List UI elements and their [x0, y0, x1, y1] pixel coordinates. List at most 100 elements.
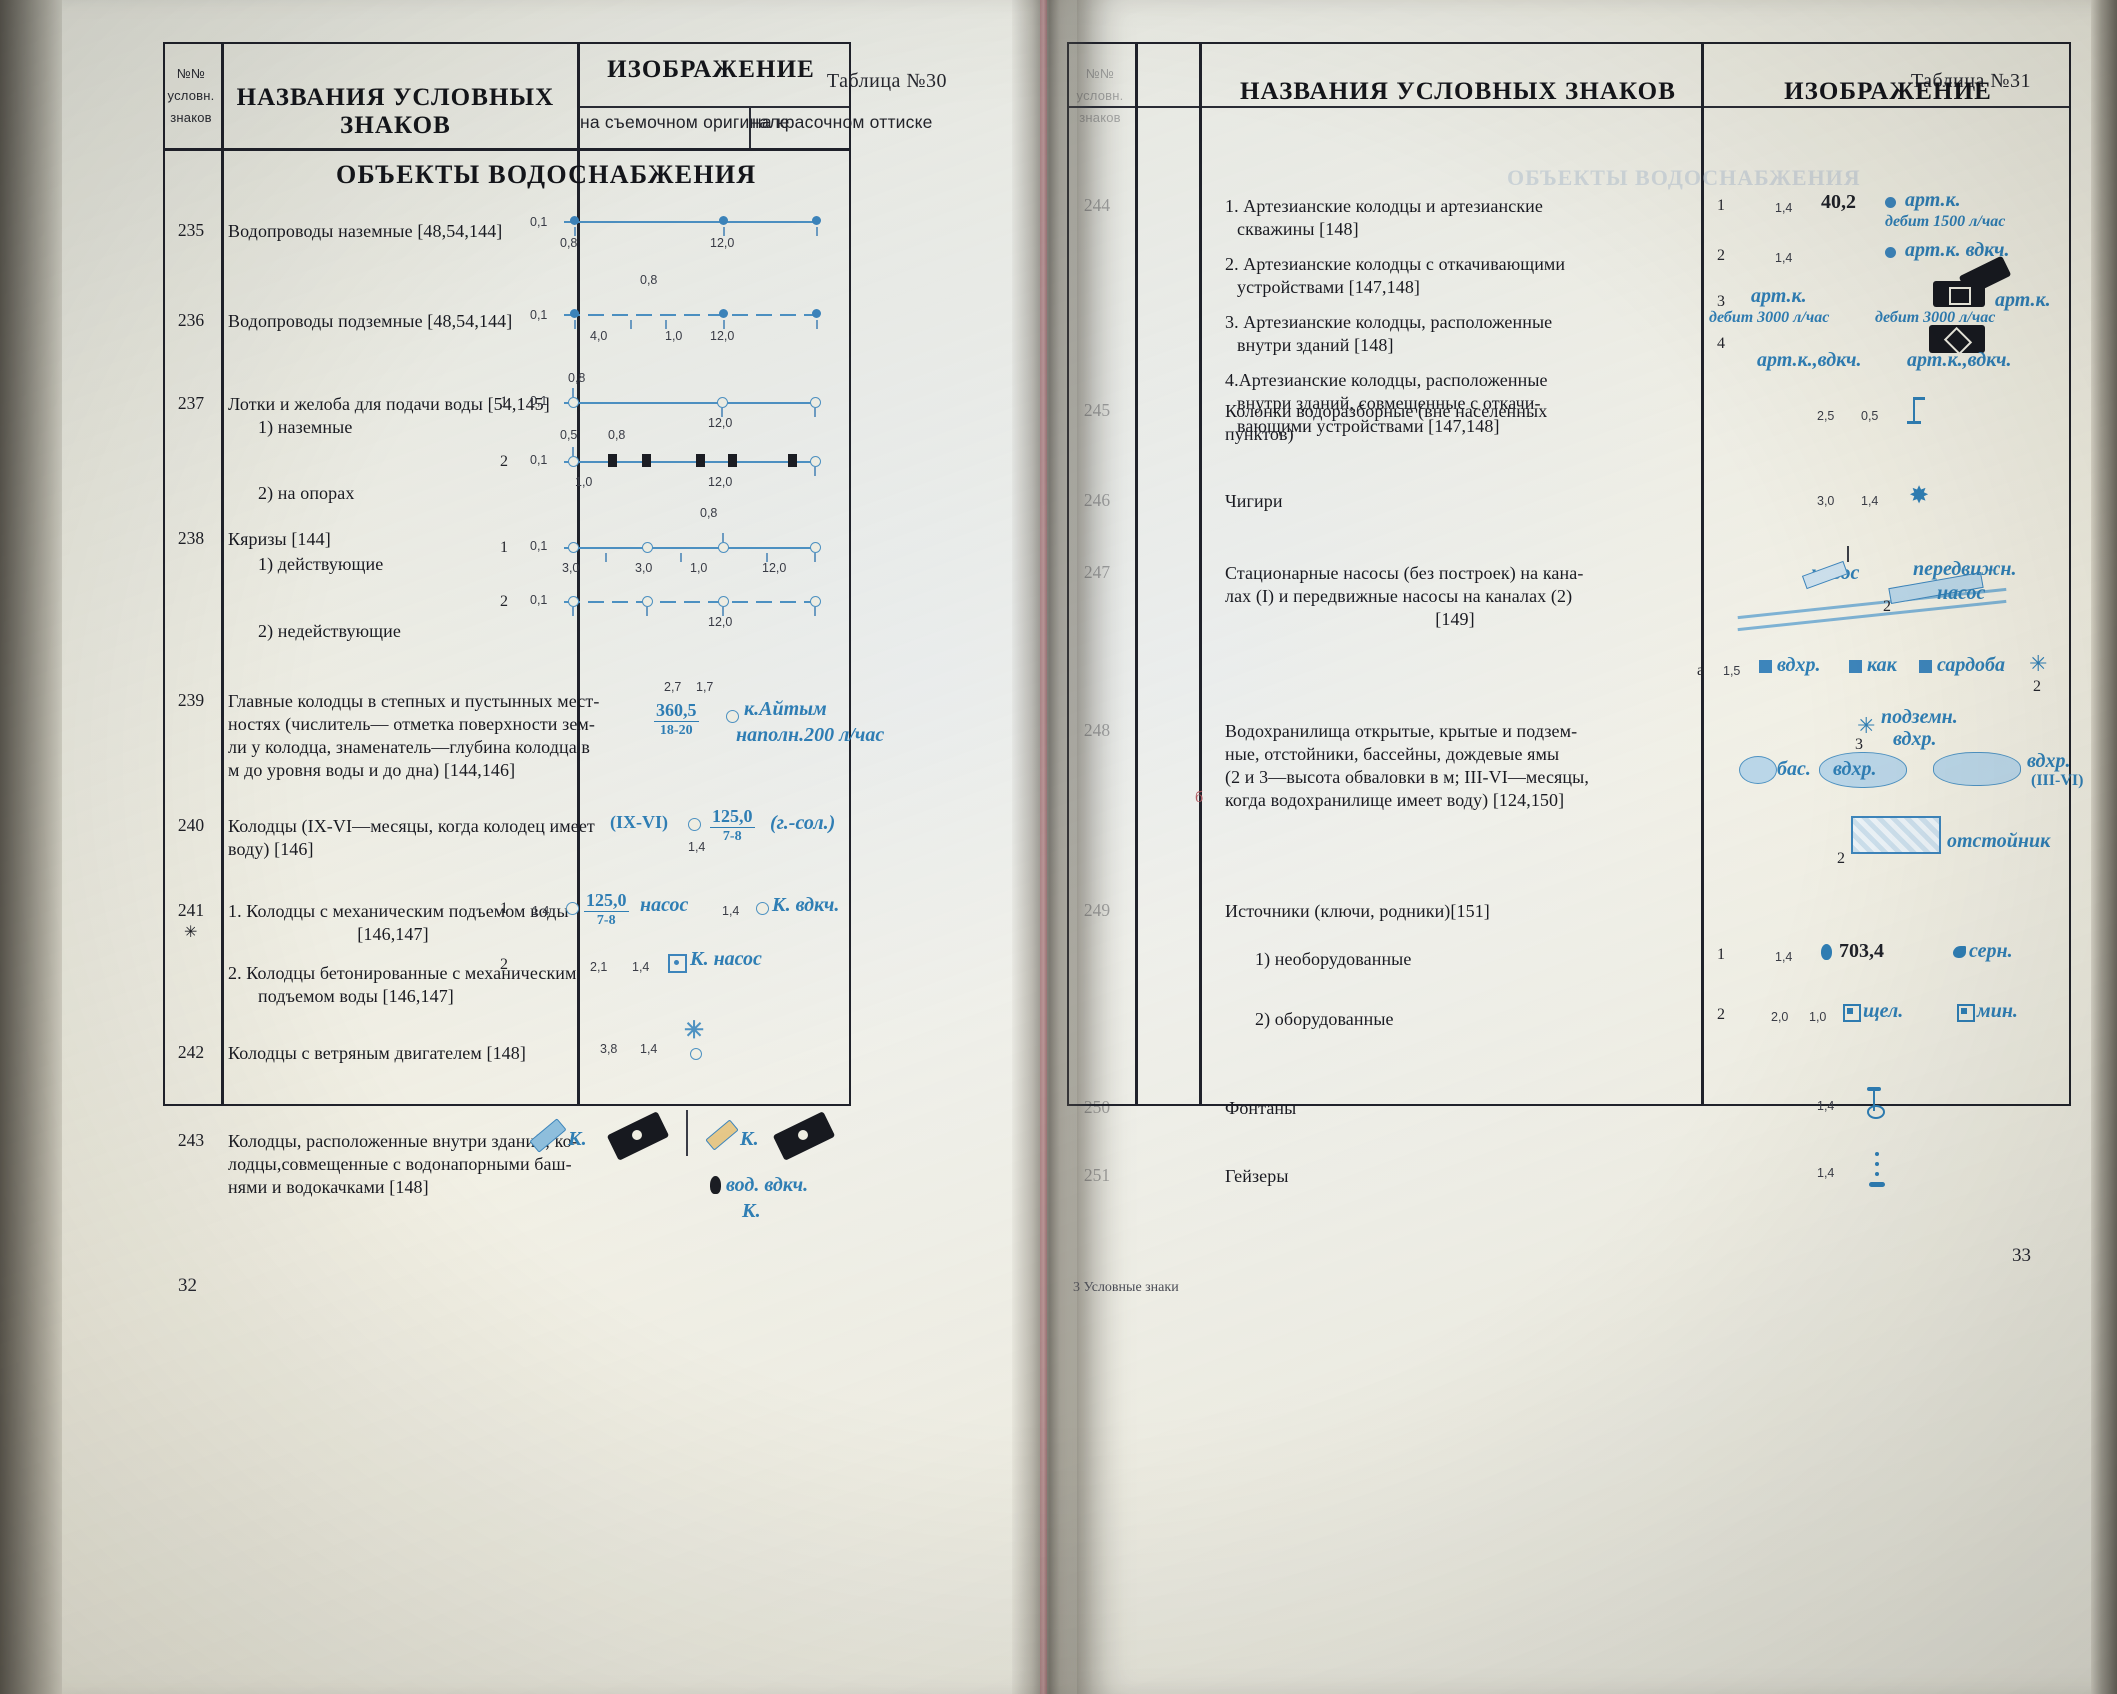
- lbl-241-b: К. вдкч.: [772, 894, 840, 916]
- lbl-247-c: насос: [1937, 582, 1986, 604]
- frac-241: 125,0 7-8: [584, 890, 629, 929]
- row-name-235: Водопроводы наземные [48,54,144]: [228, 221, 503, 241]
- lbl-244-g: дебит 3000 л/час: [1709, 309, 1830, 326]
- lbl-239-a: к.Айтым: [744, 698, 827, 720]
- dim-242-a: 3,8: [600, 1042, 618, 1056]
- r-col-image-header: ИЗОБРАЖЕНИЕ: [1784, 78, 1992, 105]
- dim-237-c: 12,0: [708, 416, 733, 430]
- row-name-244-l9: вающими устройствами [147,148]: [1237, 416, 1500, 436]
- row-name-247-l3: [149]: [1435, 609, 1475, 629]
- col-num-line3: знаков: [170, 110, 212, 125]
- dim-235-c: 12,0: [710, 236, 735, 250]
- lbl-241-c: К. насос: [690, 948, 762, 970]
- row-num-249: 249: [1083, 900, 1111, 920]
- row-name-245-l1: Колонки водоразборные (вне населенных: [1225, 401, 1548, 421]
- row-name-239-l4: м до уровня воды и до дна) [144,146]: [228, 760, 516, 780]
- dim-236-c: 4,0: [590, 329, 608, 343]
- row-name-239-l3: ли у колодца, знаменатель—глубина колодц…: [228, 737, 591, 757]
- lbl-244-elev: 40,2: [1821, 191, 1856, 213]
- left-page-number: 32: [178, 1275, 197, 1296]
- frac-240-top: 125,0: [710, 806, 755, 828]
- dim-246-a: 3,0: [1817, 494, 1835, 508]
- row-num-241: 241: [177, 900, 205, 920]
- row-num-248: 248: [1083, 720, 1111, 740]
- var-idx-244-2: 2: [1717, 247, 1725, 264]
- lbl-244-h: арт.к.: [1995, 289, 2051, 311]
- var-idx-248-b: б: [1195, 789, 1204, 806]
- col-num-line1: №№: [176, 66, 206, 81]
- lbl-243-c: вод. вдкч.: [726, 1174, 809, 1196]
- row-num-236: 236: [177, 310, 205, 330]
- row-name-244-l7: 4.Артезианские колодцы, расположенные: [1225, 370, 1548, 390]
- symbol-243: К. К. вод. вдкч. К.: [510, 1110, 850, 1240]
- dim-236-b: 0,1: [530, 308, 548, 322]
- right-page: Таблица №31 №№ условн. знаков НАЗВАНИЯ У…: [1067, 0, 2093, 1694]
- lbl-249-c: мин.: [1977, 1000, 2018, 1022]
- row-name-244-l8: внутри зданий, совмещенные с откачи-: [1237, 393, 1541, 413]
- lbl-249-elev: 703,4: [1839, 940, 1884, 962]
- dim-245-b: 0,5: [1861, 409, 1879, 423]
- dim-237-e: 0,8: [608, 428, 626, 442]
- symbol-237-2: 2 0,5 0,8 0,1 1,0 12,0: [500, 425, 840, 493]
- frac-241-bottom: 7-8: [596, 913, 616, 928]
- var-idx-237-2: 2: [500, 453, 508, 470]
- lbl-248-a: вдхр.: [1777, 654, 1821, 676]
- col-names-header: НАЗВАНИЯ УСЛОВНЫХ ЗНАКОВ: [236, 84, 555, 139]
- dim-238-e: 1,0: [690, 561, 708, 575]
- bleedthrough-ghost: ОБЪЕКТЫ ВОДОСНАБЖЕНИЯ: [1507, 165, 1861, 190]
- lbl-243-b: К.: [740, 1128, 759, 1150]
- sub-original-header: на съемочном оригинале: [580, 112, 790, 132]
- dim-237-f: 0,1: [530, 453, 548, 467]
- dim-238-f: 12,0: [762, 561, 787, 575]
- dim-241-b: 1,4: [722, 904, 740, 918]
- row-name-246: Чигири: [1225, 491, 1283, 511]
- symbol-235: 0,1 0,8 12,0: [530, 205, 840, 255]
- row-name-247-l1: Стационарные насосы (без построек) на ка…: [1225, 563, 1584, 583]
- lbl-244-b: арт.к.: [1905, 189, 1961, 211]
- r-col-num-line1: №№: [1085, 66, 1115, 81]
- row-name-241-l3: 2. Колодцы бетонированные с механическим: [228, 963, 577, 983]
- row-variant-237-2: 2) на опорах: [258, 483, 355, 503]
- symbol-249-1: 1 1,4 703,4 серн.: [1717, 938, 2077, 982]
- lbl-243-d: К.: [742, 1200, 761, 1222]
- symbol-241-1: 1 1,4 125,0 7-8 насос 1,4 К. вдкч.: [500, 890, 850, 936]
- row-name-243-l2: лодцы,совмещенные с водонапорными баш-: [228, 1154, 572, 1174]
- row-num-244: 244: [1083, 195, 1111, 215]
- symbol-249-2: 2 2,0 1,0 щел. мин.: [1717, 998, 2077, 1042]
- lbl-243-a: К.: [568, 1128, 587, 1150]
- dim-244-a: 1,4: [1775, 201, 1793, 215]
- r-col-num-line2: условн.: [1076, 88, 1124, 103]
- dim-238-b: 0,1: [530, 539, 548, 553]
- lbl-247-b: передвижн.: [1913, 558, 2017, 580]
- dim-249-b: 2,0: [1771, 1010, 1789, 1024]
- symbol-245: 2,5 0,5: [1817, 395, 2017, 445]
- symbol-247: насос 2 передвижн. насос: [1737, 540, 2077, 650]
- var-idx-244-1: 1: [1717, 197, 1725, 214]
- row-name-244-l4: устройствами [147,148]: [1237, 277, 1421, 297]
- symbol-244: 1 1,4 40,2 арт.к. дебит 1500 л/час 2 1,4…: [1709, 185, 2077, 445]
- row-variant-238-1: 1) действующие: [258, 554, 384, 574]
- left-page: Таблица №30 №№ условн. знаков НАЗВАНИЯ У…: [60, 0, 1077, 1694]
- var-idx-241-1: 1: [500, 900, 508, 917]
- dim-240-a: 1,4: [688, 840, 706, 854]
- lbl-248-e: вдхр.: [1893, 728, 1937, 750]
- row-num-239: 239: [177, 690, 205, 710]
- sub-print-header: на красочном оттиске: [752, 112, 933, 132]
- dim-235-a: 0,1: [530, 215, 548, 229]
- row-name-241-l1: 1. Колодцы с механическим подъемом воды: [228, 901, 569, 921]
- row-name-245-l2: пунктов): [1225, 424, 1294, 444]
- var-idx-241-2: 2: [500, 956, 508, 973]
- r-col-names-header: НАЗВАНИЯ УСЛОВНЫХ ЗНАКОВ: [1240, 78, 1676, 105]
- var-idx-249-1: 1: [1717, 946, 1725, 963]
- r-col-num-line3: знаков: [1079, 110, 1121, 125]
- var-idx-248-2: 2: [2033, 678, 2041, 695]
- lbl-248-i: (III-VI): [2031, 772, 2084, 789]
- row-name-249-l2: 1) необорудованные: [1255, 949, 1412, 969]
- symbol-237-1: 1 0,8 0,1 12,0: [500, 368, 840, 430]
- lbl-248-g: вдхр.: [1833, 758, 1877, 780]
- dim-238-a: 0,8: [700, 506, 718, 520]
- dim-237-h: 12,0: [708, 475, 733, 489]
- symbol-251: 1,4: [1817, 1150, 2017, 1200]
- right-page-number: 33: [2012, 1245, 2031, 1266]
